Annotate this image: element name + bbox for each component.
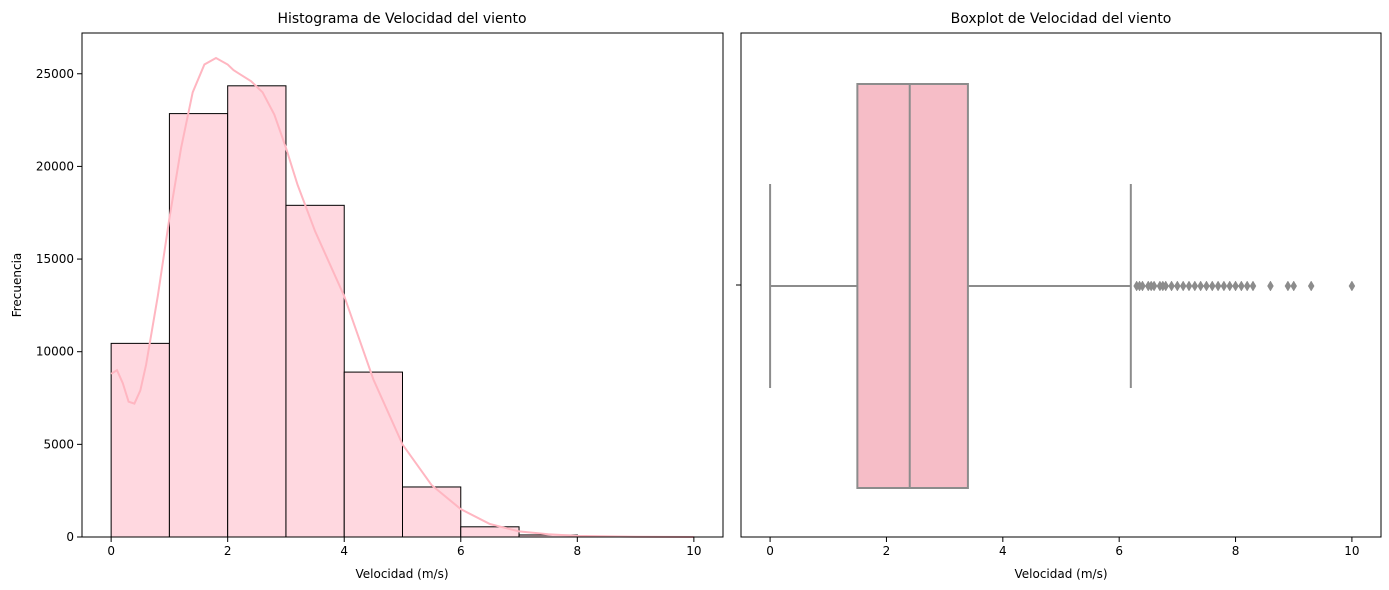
outlier-point xyxy=(1168,280,1175,292)
boxplot-x-ticks: 0 2 4 6 8 10 xyxy=(766,537,1360,558)
boxplot-axes-frame xyxy=(740,32,1382,538)
x-tick-label: 0 xyxy=(766,544,774,558)
outlier-point xyxy=(1139,280,1146,292)
outlier-point xyxy=(1348,280,1356,292)
x-tick-label: 8 xyxy=(1232,544,1240,558)
y-tick-label: 0 xyxy=(66,530,74,544)
histogram-bar xyxy=(168,113,229,538)
outlier-point xyxy=(1191,280,1199,292)
x-tick-label: 8 xyxy=(573,544,581,558)
x-tick-label: 10 xyxy=(686,544,701,558)
outlier-point xyxy=(1185,280,1193,292)
x-tick-label: 4 xyxy=(999,544,1007,558)
outlier-point xyxy=(1179,280,1187,292)
boxplot-body xyxy=(769,83,1132,489)
outlier-point xyxy=(1267,280,1274,292)
histogram-bar xyxy=(343,371,403,538)
histogram-axes-frame xyxy=(81,32,724,538)
outlier-point xyxy=(1162,280,1170,292)
outlier-point xyxy=(1307,280,1315,292)
y-tick-label: 15000 xyxy=(36,252,74,266)
x-tick-label: 2 xyxy=(883,544,891,558)
histogram-bars xyxy=(110,85,695,538)
histogram-x-ticks: 0 2 4 6 8 10 xyxy=(107,537,702,558)
outlier-point xyxy=(1174,280,1181,292)
histogram-bar xyxy=(402,486,462,538)
outlier-point xyxy=(1214,280,1222,292)
y-tick-label: 5000 xyxy=(43,437,74,451)
outlier-point xyxy=(1197,280,1204,292)
outlier-point xyxy=(1243,280,1251,292)
outlier-point xyxy=(1208,280,1216,292)
histogram-x-label: Velocidad (m/s) xyxy=(355,567,448,581)
boxplot-panel: Boxplot de Velocidad del viento 0 2 4 6 8 10 … xyxy=(736,11,1382,581)
x-tick-label: 0 xyxy=(107,544,115,558)
histogram-y-ticks: 0 5000 10000 15000 20000 25000 xyxy=(36,67,82,544)
outlier-point xyxy=(1150,280,1158,292)
histogram-bar xyxy=(110,342,170,538)
outlier-point xyxy=(1290,280,1298,292)
x-tick-label: 6 xyxy=(1115,544,1123,558)
boxplot-outliers xyxy=(1133,280,1356,292)
x-tick-label: 6 xyxy=(457,544,465,558)
histogram-panel: Histograma de Velocidad del viento 0 2 4 6 8… xyxy=(10,11,724,581)
outlier-point xyxy=(1226,280,1234,292)
y-tick-label: 25000 xyxy=(36,67,74,81)
x-tick-label: 4 xyxy=(340,544,348,558)
y-tick-label: 20000 xyxy=(36,159,74,173)
outlier-point xyxy=(1220,280,1228,292)
outlier-point xyxy=(1238,280,1245,292)
boxplot-x-label: Velocidad (m/s) xyxy=(1014,567,1107,581)
x-tick-label: 2 xyxy=(224,544,232,558)
outlier-point xyxy=(1232,280,1239,292)
y-tick-label: 10000 xyxy=(36,345,74,359)
outlier-point xyxy=(1284,280,1292,292)
interquartile-box xyxy=(856,83,969,489)
histogram-bar xyxy=(227,85,287,538)
histogram-y-label: Frecuencia xyxy=(10,253,24,318)
kde-curve xyxy=(110,56,694,538)
histogram-bar xyxy=(285,204,345,538)
histogram-title: Histograma de Velocidad del viento xyxy=(277,11,526,27)
boxplot-title: Boxplot de Velocidad del viento xyxy=(951,11,1172,27)
x-tick-label: 10 xyxy=(1344,544,1359,558)
outlier-point xyxy=(1249,280,1257,292)
outlier-point xyxy=(1203,280,1210,292)
